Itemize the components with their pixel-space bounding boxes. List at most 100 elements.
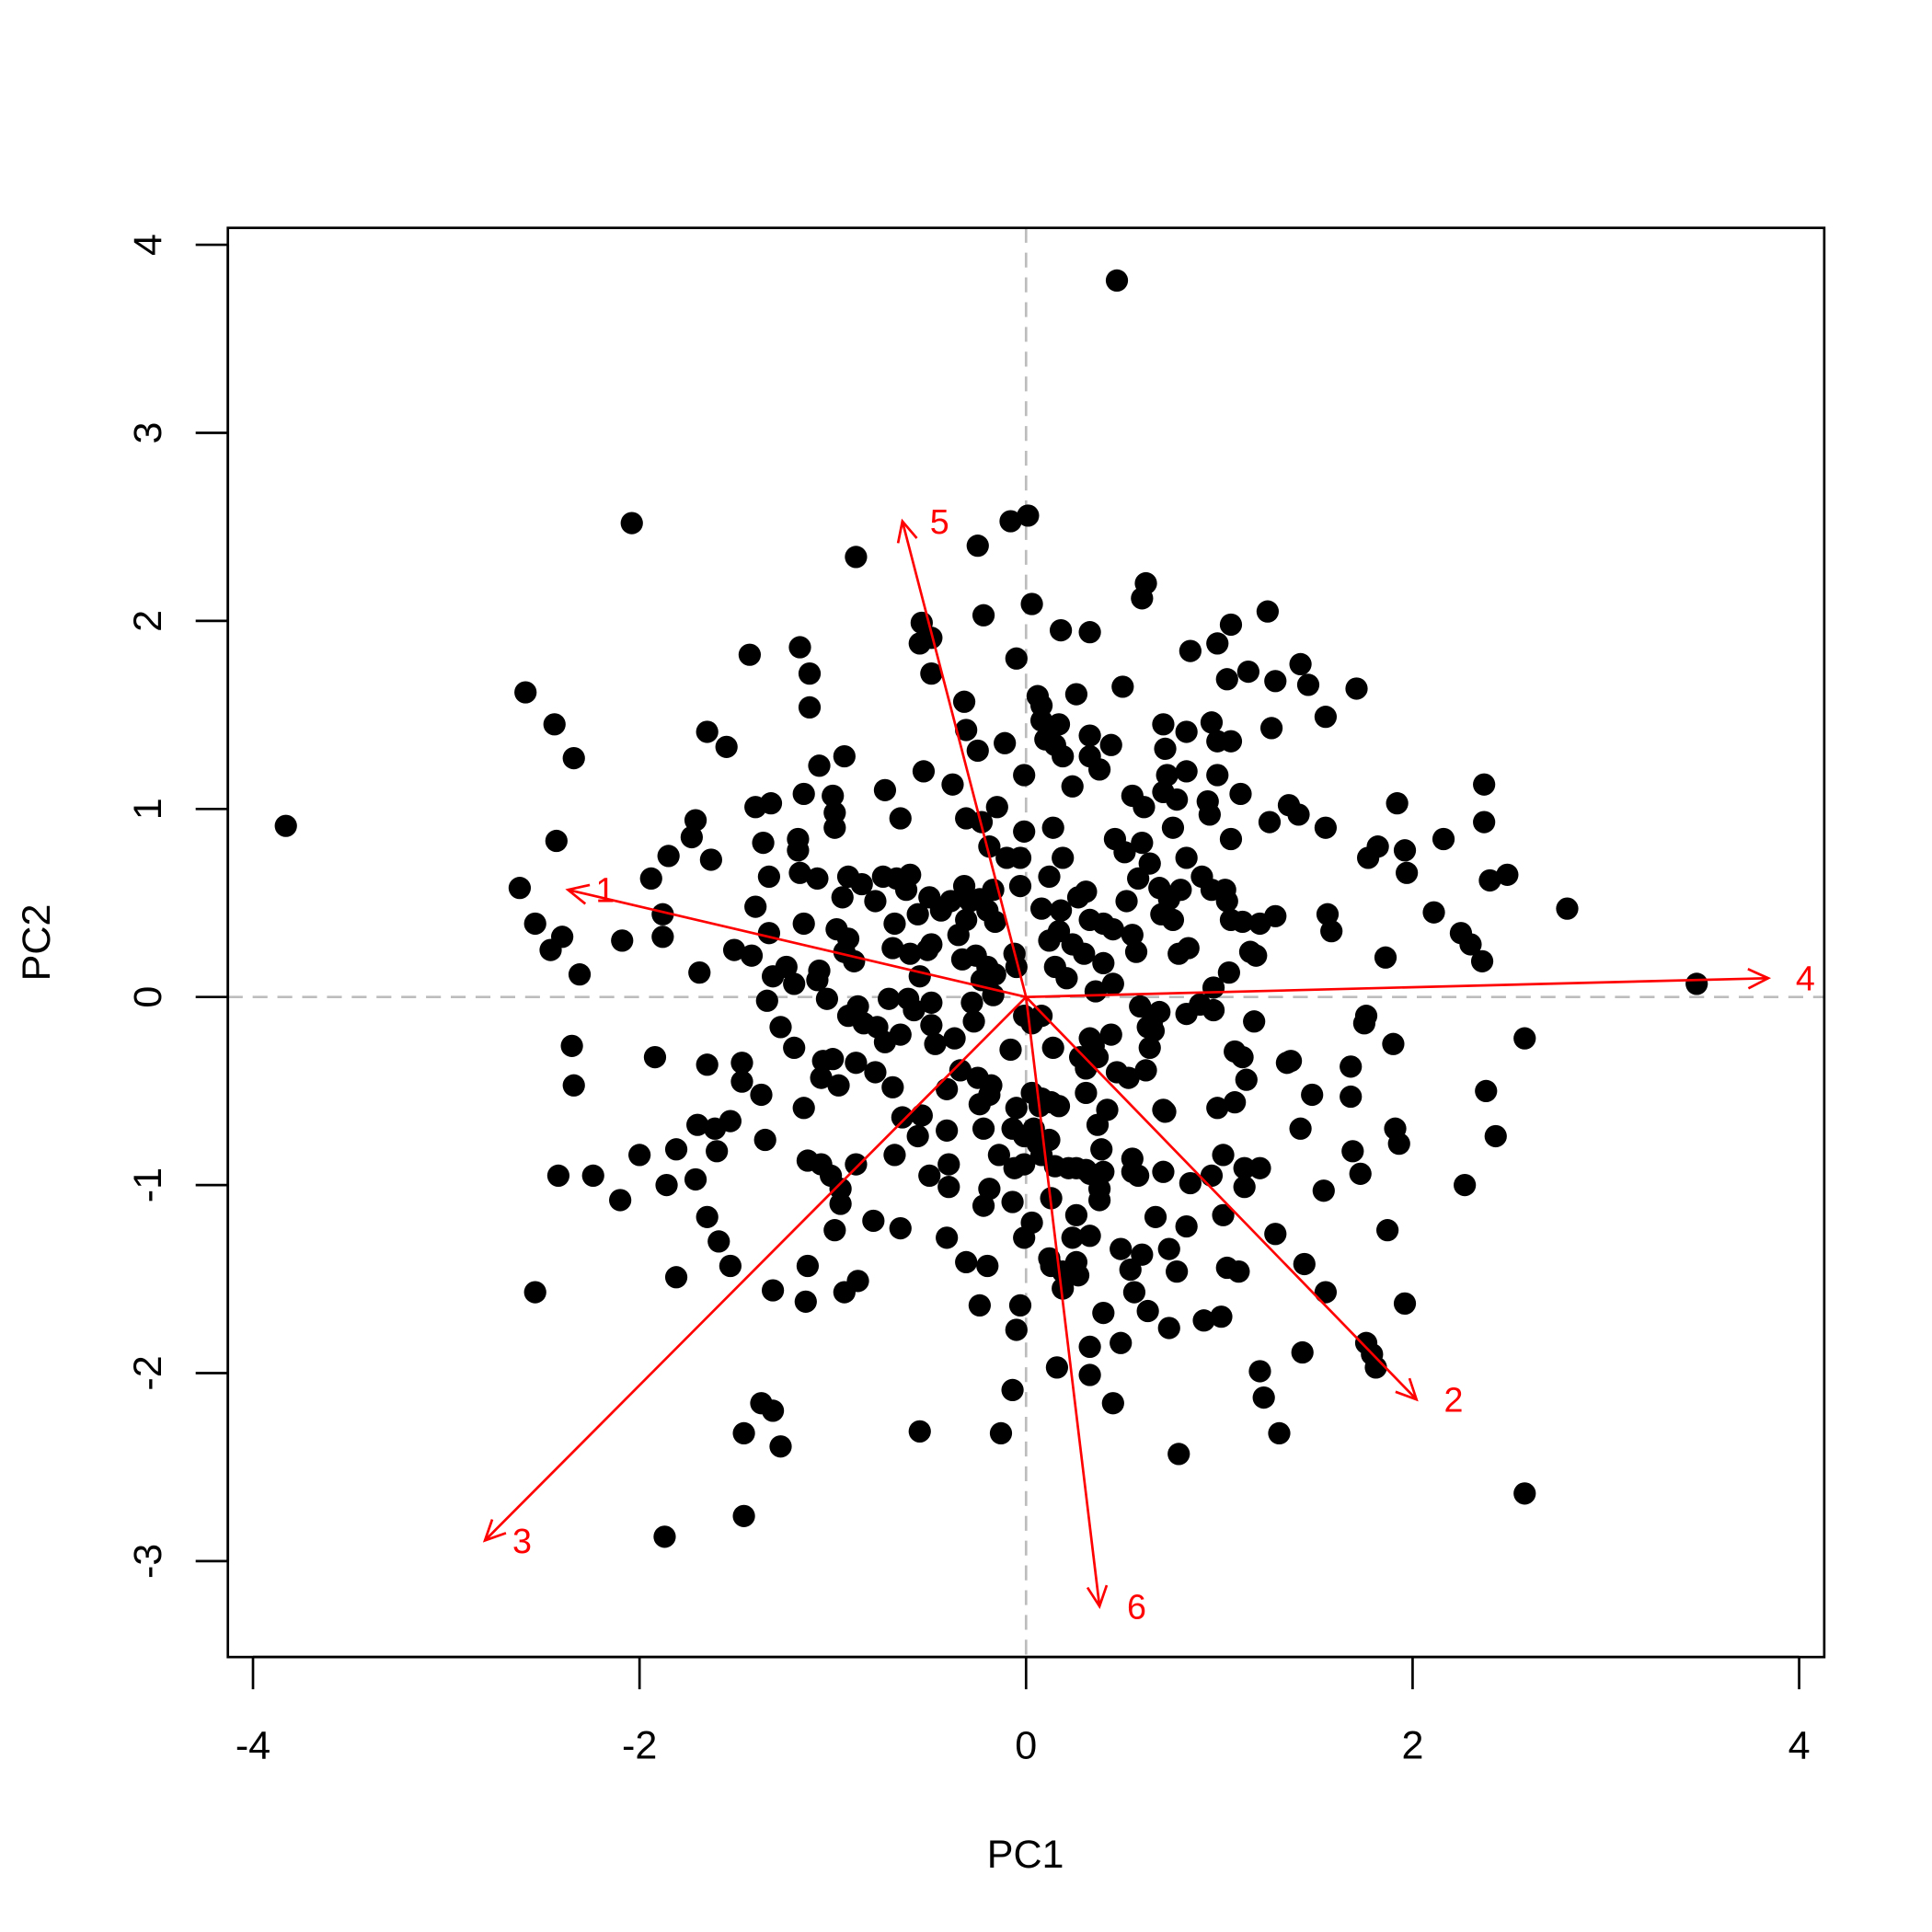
- data-point: [924, 1032, 947, 1055]
- data-point: [1192, 1309, 1215, 1332]
- data-point: [1029, 897, 1053, 920]
- data-point: [1045, 1356, 1069, 1379]
- data-point: [906, 1124, 929, 1148]
- data-point: [1152, 1160, 1175, 1183]
- data-point: [1013, 820, 1036, 843]
- data-point: [833, 744, 856, 768]
- arrowhead-icon: [1747, 968, 1772, 990]
- data-point: [823, 1219, 846, 1242]
- data-point: [1556, 897, 1579, 920]
- data-point: [873, 778, 897, 801]
- data-point: [1206, 632, 1229, 655]
- data-point: [1215, 668, 1238, 691]
- data-point: [657, 845, 680, 868]
- data-point: [864, 890, 887, 913]
- data-point: [903, 998, 926, 1022]
- data-point: [1215, 890, 1238, 913]
- data-point: [1245, 944, 1268, 967]
- data-point: [1256, 600, 1279, 623]
- data-point: [999, 510, 1022, 533]
- data-point: [664, 1138, 688, 1161]
- data-point: [1133, 796, 1156, 819]
- data-point: [1005, 1318, 1028, 1341]
- data-point: [845, 1052, 868, 1075]
- data-point: [643, 1045, 667, 1069]
- data-point: [1131, 587, 1154, 610]
- data-point: [1206, 764, 1229, 787]
- data-point: [1264, 1223, 1287, 1246]
- data-point: [936, 1077, 959, 1100]
- data-point: [989, 1421, 1013, 1445]
- data-point: [1258, 811, 1282, 834]
- data-point: [628, 1144, 651, 1167]
- data-point: [936, 1226, 959, 1249]
- data-point: [1020, 592, 1043, 615]
- data-point: [686, 1113, 709, 1136]
- data-point: [523, 912, 546, 936]
- data-point: [976, 1254, 999, 1278]
- x-tick-label: 0: [1015, 1724, 1037, 1768]
- data-point: [920, 1014, 943, 1037]
- data-point: [1166, 1260, 1189, 1283]
- data-point: [1340, 1055, 1363, 1078]
- data-point: [1029, 1005, 1053, 1028]
- data-point: [755, 989, 778, 1012]
- data-point: [920, 627, 943, 650]
- y-tick-label: 4: [126, 234, 170, 256]
- arrowhead-icon: [896, 518, 918, 544]
- data-point: [894, 879, 918, 902]
- data-point: [508, 877, 532, 900]
- data-point: [1127, 867, 1150, 891]
- data-point: [1052, 1277, 1075, 1300]
- data-point: [1248, 1156, 1271, 1179]
- data-point: [1475, 1079, 1498, 1103]
- data-point: [910, 1104, 933, 1127]
- data-point: [1005, 647, 1028, 670]
- data-point: [983, 963, 1006, 986]
- data-point: [1484, 1124, 1507, 1148]
- data-point: [1229, 782, 1252, 806]
- data-point: [1049, 899, 1073, 922]
- data-point: [1349, 1162, 1372, 1185]
- data-point: [1393, 1292, 1417, 1315]
- data-point: [936, 1119, 959, 1142]
- data-point: [1092, 951, 1115, 975]
- data-point: [1075, 880, 1098, 903]
- data-point: [1101, 917, 1124, 941]
- data-point: [1175, 720, 1198, 743]
- data-point: [1316, 903, 1340, 926]
- data-point: [1219, 730, 1243, 753]
- data-point: [1459, 933, 1482, 956]
- data-point: [1386, 792, 1409, 815]
- data-point: [822, 784, 845, 808]
- data-point: [788, 636, 811, 659]
- data-point: [1227, 1260, 1250, 1283]
- data-point: [906, 903, 929, 926]
- data-point: [939, 890, 962, 913]
- data-point: [1088, 1189, 1111, 1212]
- loading-arrow-6: [1024, 996, 1101, 1607]
- data-point: [1138, 1036, 1161, 1060]
- data-point: [937, 1176, 960, 1199]
- data-point: [1341, 1140, 1364, 1163]
- data-point: [543, 713, 566, 736]
- data-point: [1138, 852, 1161, 875]
- data-point: [1217, 961, 1240, 984]
- loading-label: 5: [930, 502, 949, 541]
- data-point: [1078, 1335, 1101, 1359]
- data-point: [1078, 1225, 1101, 1248]
- y-tick-label: 2: [126, 610, 170, 632]
- data-point: [794, 1290, 817, 1313]
- data-point: [883, 912, 906, 936]
- data-point: [1200, 711, 1224, 734]
- data-point: [1043, 1155, 1066, 1178]
- data-point: [1264, 670, 1287, 693]
- loading-arrow-4: [1026, 976, 1768, 999]
- data-point: [846, 1270, 869, 1293]
- data-point: [1061, 1226, 1084, 1249]
- data-point: [1064, 1156, 1088, 1179]
- data-point: [1231, 1045, 1254, 1069]
- data-point: [1017, 504, 1040, 527]
- data-point: [653, 1525, 676, 1548]
- data-point: [514, 681, 537, 704]
